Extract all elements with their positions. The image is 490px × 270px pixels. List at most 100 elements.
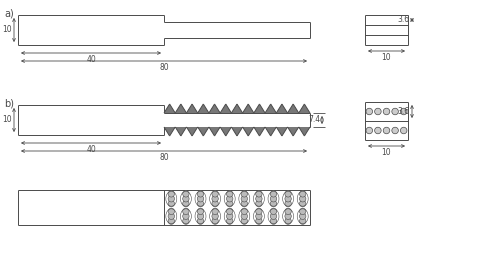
Circle shape [256,208,262,215]
Polygon shape [299,104,310,113]
Polygon shape [254,127,265,136]
Text: 10: 10 [382,53,392,62]
Polygon shape [231,104,243,113]
Text: a): a) [4,8,14,18]
Circle shape [285,200,292,207]
Circle shape [299,208,306,215]
Circle shape [183,218,189,224]
Polygon shape [243,127,254,136]
Circle shape [241,213,247,220]
Circle shape [241,200,247,207]
Circle shape [212,191,219,197]
Circle shape [400,127,407,134]
Circle shape [270,191,277,197]
Polygon shape [197,127,209,136]
Polygon shape [276,104,288,113]
Circle shape [285,213,292,220]
Circle shape [168,208,174,215]
Circle shape [168,200,174,207]
Text: 80: 80 [159,153,169,162]
Circle shape [226,218,233,224]
Circle shape [392,127,398,134]
Circle shape [241,191,247,197]
Circle shape [256,213,262,220]
Circle shape [270,213,277,220]
Circle shape [366,108,372,115]
Circle shape [168,218,174,224]
Polygon shape [175,127,187,136]
Text: 10: 10 [2,25,12,35]
Circle shape [241,195,247,202]
Text: 40: 40 [86,145,96,154]
Circle shape [183,191,189,197]
Circle shape [197,200,204,207]
Circle shape [299,200,306,207]
Circle shape [299,218,306,224]
Circle shape [183,208,189,215]
Circle shape [197,191,204,197]
Circle shape [375,108,381,115]
Polygon shape [220,104,231,113]
Polygon shape [220,127,231,136]
Circle shape [375,127,381,134]
Polygon shape [265,127,276,136]
Circle shape [256,218,262,224]
Circle shape [168,195,174,202]
Polygon shape [288,127,299,136]
Text: b): b) [4,98,14,108]
Circle shape [256,195,262,202]
Circle shape [241,208,247,215]
Circle shape [392,108,398,115]
Polygon shape [276,127,288,136]
Text: 3.6: 3.6 [398,15,410,25]
Circle shape [285,208,292,215]
Circle shape [270,195,277,202]
Circle shape [270,208,277,215]
Polygon shape [197,104,209,113]
Circle shape [270,200,277,207]
Polygon shape [175,104,187,113]
Circle shape [383,127,390,134]
Polygon shape [187,127,197,136]
Polygon shape [187,104,197,113]
Circle shape [212,213,219,220]
Circle shape [226,213,233,220]
Circle shape [197,208,204,215]
Circle shape [241,218,247,224]
Circle shape [168,213,174,220]
Text: 3.6: 3.6 [398,107,410,116]
Text: 80: 80 [159,63,169,72]
Text: 7.4: 7.4 [308,116,320,124]
Circle shape [168,191,174,197]
Polygon shape [209,104,220,113]
Text: 40: 40 [86,55,96,64]
Circle shape [226,208,233,215]
Circle shape [299,191,306,197]
Circle shape [197,218,204,224]
Polygon shape [231,127,243,136]
Polygon shape [288,104,299,113]
Text: 10: 10 [2,116,12,124]
Circle shape [183,213,189,220]
Circle shape [299,195,306,202]
Polygon shape [243,104,254,113]
Polygon shape [265,104,276,113]
Circle shape [256,200,262,207]
Text: 10: 10 [382,148,392,157]
Circle shape [226,191,233,197]
Circle shape [197,195,204,202]
Polygon shape [254,104,265,113]
Circle shape [197,213,204,220]
Polygon shape [164,127,175,136]
Circle shape [183,195,189,202]
Circle shape [212,195,219,202]
Circle shape [270,218,277,224]
Circle shape [285,191,292,197]
Circle shape [212,208,219,215]
Polygon shape [164,104,175,113]
Circle shape [256,191,262,197]
Circle shape [366,127,372,134]
Circle shape [226,195,233,202]
Circle shape [226,200,233,207]
Circle shape [212,218,219,224]
